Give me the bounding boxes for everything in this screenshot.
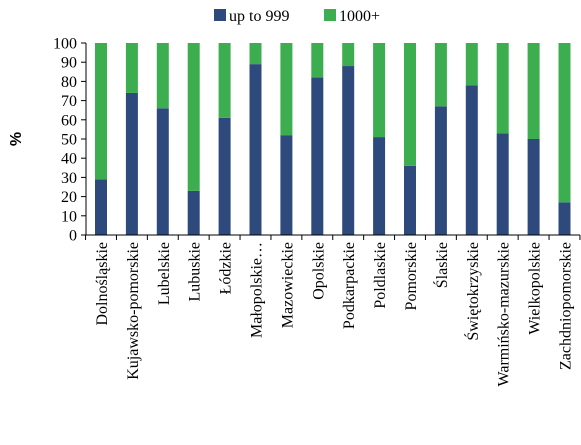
x-tick-label: Pomorskie (403, 242, 420, 310)
bar-segment-up-to-999 (249, 64, 262, 236)
legend-swatch-up-to-999 (214, 9, 226, 21)
bar-segment-1000-plus (465, 43, 478, 86)
x-tick-label: Kujawsko-pomorskie (125, 242, 142, 380)
bar-segment-up-to-999 (95, 179, 107, 235)
bar-segment-up-to-999 (465, 85, 478, 236)
bar-segment-up-to-999 (156, 108, 169, 235)
y-tick-label: 100 (53, 36, 77, 53)
bar-segment-1000-plus (125, 43, 138, 93)
y-tick-label: 90 (61, 55, 77, 72)
legend-label-1000-plus: 1000+ (339, 8, 380, 25)
bar-segment-1000-plus (280, 43, 293, 136)
y-tick-label: 50 (61, 132, 77, 149)
bar-segment-up-to-999 (558, 202, 571, 235)
x-tick-label: Małopolskie… (249, 242, 266, 338)
bars (95, 43, 571, 236)
bar-segment-1000-plus (311, 43, 324, 78)
y-tick-label: 80 (61, 74, 77, 91)
x-tick-label: Opolskie (310, 242, 327, 300)
x-tick-label: Dolnośląskie (94, 242, 111, 326)
bar-segment-1000-plus (404, 43, 416, 166)
x-tick-label: Podkarpackie (341, 242, 358, 329)
y-tick-label: 40 (61, 151, 77, 168)
x-tick-label: Lubelskie (156, 242, 173, 305)
x-tick-label: Mazowieckie (279, 242, 296, 328)
x-tick-label: Świętokrzyskie (463, 242, 482, 341)
bar-segment-1000-plus (496, 43, 509, 134)
bar-segment-1000-plus (373, 43, 386, 138)
bar-segment-1000-plus (558, 43, 571, 203)
y-tick-label: 60 (61, 112, 77, 129)
bar-segment-up-to-999 (311, 77, 324, 235)
bar-segment-up-to-999 (496, 133, 509, 235)
x-tick-label: Warmińsko-mazurskie (496, 242, 513, 386)
y-tick-label: 20 (61, 189, 77, 206)
legend-label-up-to-999: up to 999 (229, 8, 289, 25)
legend: up to 999 1000+ (214, 8, 380, 25)
y-tick-label: 70 (61, 93, 77, 110)
y-tick-label: 10 (61, 208, 77, 225)
bar-segment-up-to-999 (342, 66, 355, 235)
bar-segment-up-to-999 (218, 117, 231, 235)
bar-segment-up-to-999 (280, 135, 293, 235)
bar-segment-1000-plus (249, 43, 262, 65)
x-tick-label: Lubuskie (187, 242, 204, 302)
bar-segment-1000-plus (218, 43, 231, 118)
y-tick-label: 0 (69, 228, 77, 245)
x-tick-label: Ślaskie (432, 242, 451, 288)
bar-segment-up-to-999 (125, 92, 138, 235)
bar-segment-1000-plus (342, 43, 355, 67)
bar-segment-up-to-999 (373, 137, 386, 235)
x-tick-label: Wielkopolskie (527, 242, 544, 335)
x-tick-label: Poldlaskie (372, 242, 389, 309)
bar-segment-up-to-999 (187, 190, 200, 235)
x-tick-label: Łódzkie (218, 242, 235, 294)
bar-segment-1000-plus (434, 43, 447, 107)
bar-segment-up-to-999 (527, 139, 540, 235)
y-axis-label: % (8, 132, 25, 146)
y-axis-ticks: 0 10 20 30 40 50 60 70 80 90 100 (53, 36, 86, 245)
y-tick-label: 30 (61, 170, 77, 187)
bar-segment-1000-plus (95, 43, 107, 180)
bar-segment-1000-plus (156, 43, 169, 109)
bar-segment-1000-plus (187, 43, 200, 191)
x-axis-ticks: Dolnośląskie Kujawsko-pomorskie Lubelskie L… (85, 235, 581, 386)
x-tick-label: Zachdniopomorskie (558, 242, 575, 370)
bar-segment-1000-plus (527, 43, 540, 139)
legend-swatch-1000-plus (324, 9, 336, 21)
bar-segment-up-to-999 (434, 106, 447, 235)
bar-segment-up-to-999 (404, 165, 416, 235)
